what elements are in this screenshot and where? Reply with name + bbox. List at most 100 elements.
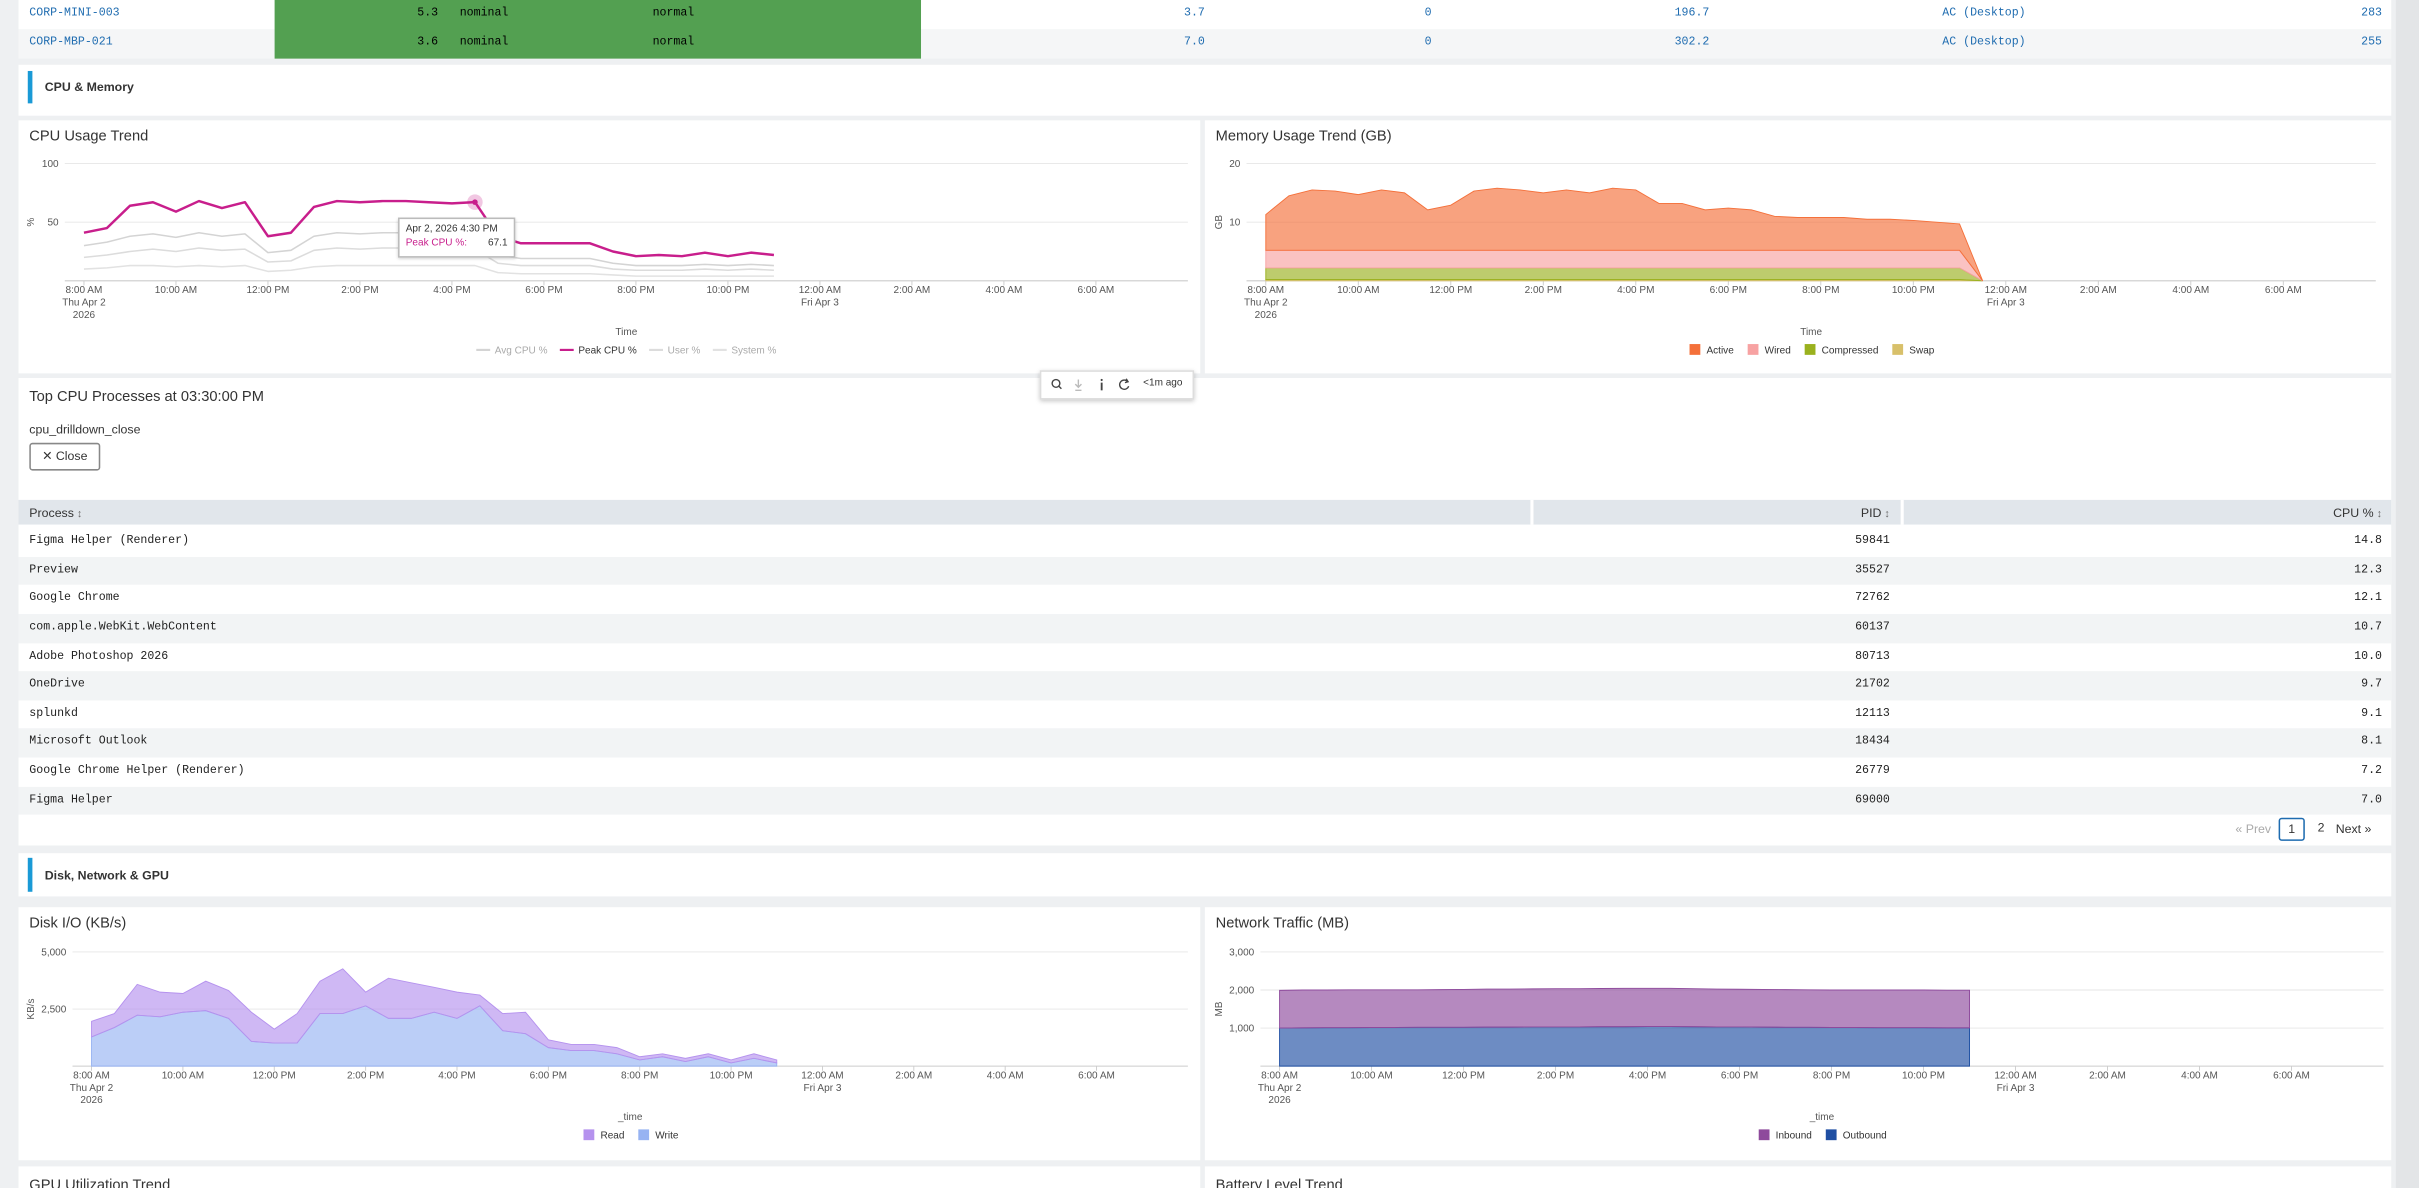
table-cell: 283 bbox=[2361, 7, 2382, 21]
x-tick-label: 6:00 PM bbox=[525, 285, 563, 297]
x-tick-label: 6:00 PM bbox=[1709, 285, 1747, 297]
x-tick-label: 4:00 AM bbox=[2172, 285, 2210, 297]
x-tick-label: 10:00 PM bbox=[709, 1070, 753, 1082]
y-axis-title: GB bbox=[1214, 215, 1225, 230]
x-tick-label: 2:00 PM bbox=[346, 1070, 385, 1082]
table-cell: nominal bbox=[459, 7, 509, 21]
row-bg bbox=[18, 613, 2392, 643]
info-icon[interactable] bbox=[1100, 378, 1103, 391]
legend-label: Swap bbox=[1909, 345, 1934, 356]
pagination-page[interactable]: 2 bbox=[2317, 820, 2325, 835]
row-bg bbox=[18, 671, 2392, 701]
x-tick-label: 12:00 AM Fri Apr 3 bbox=[801, 1070, 844, 1094]
col-sep bbox=[1530, 499, 1533, 525]
legend-label: Write bbox=[655, 1131, 679, 1142]
table-header bbox=[18, 499, 2392, 525]
table-cell: 60137 bbox=[1855, 621, 1890, 634]
x-tick-label: 10:00 PM bbox=[1902, 1070, 1945, 1082]
table-cell: 18434 bbox=[1855, 736, 1890, 749]
column-header[interactable]: PID bbox=[1861, 506, 1890, 520]
column-header[interactable]: Process bbox=[29, 506, 82, 520]
x-tick-label: 6:00 AM bbox=[2264, 285, 2302, 297]
tooltip: Apr 2, 2026 4:30 PM Peak CPU %: 67.1 bbox=[398, 217, 516, 258]
table-cell: 12113 bbox=[1855, 707, 1890, 721]
x-tick-label: 4:00 PM bbox=[438, 1070, 476, 1082]
legend-label: Active bbox=[1707, 345, 1735, 356]
table-cell: 196.7 bbox=[1674, 7, 1710, 21]
y-axis-title: KB/s bbox=[26, 998, 37, 1019]
x-tick-label: 10:00 AM bbox=[1350, 1070, 1393, 1082]
area-series bbox=[1279, 1026, 1971, 1067]
table-cell: AC (Desktop) bbox=[1942, 37, 2026, 50]
x-tick-label: 4:00 PM bbox=[1617, 285, 1655, 297]
refresh-icon[interactable] bbox=[1119, 378, 1130, 390]
table-cell: Microsoft Outlook bbox=[29, 736, 148, 749]
x-tick-label: 2:00 PM bbox=[1524, 285, 1562, 297]
row-bg bbox=[18, 556, 2392, 586]
x-tick-label: 2:00 AM bbox=[895, 1070, 933, 1082]
y-tick-label: 2,000 bbox=[1229, 985, 1254, 996]
pagination-page[interactable]: 1 bbox=[2278, 817, 2305, 841]
y-tick-label: 3,000 bbox=[1229, 947, 1254, 958]
x-tick-label: 10:00 AM bbox=[1337, 285, 1380, 297]
x-tick-label: 12:00 PM bbox=[246, 285, 290, 297]
table-cell: 10.0 bbox=[2354, 650, 2382, 663]
table-cell: 3.7 bbox=[1184, 7, 1205, 21]
x-tick-label: 4:00 AM bbox=[986, 1070, 1024, 1082]
section-bar bbox=[27, 70, 32, 104]
x-tick-label: 2:00 AM bbox=[893, 285, 931, 297]
x-tick-label: 10:00 AM bbox=[161, 1070, 205, 1082]
line-series bbox=[83, 264, 774, 277]
table-cell: 21702 bbox=[1855, 679, 1890, 692]
table-cell: 80713 bbox=[1855, 650, 1890, 663]
table-cell: 7.0 bbox=[1184, 37, 1205, 50]
x-tick-label: 4:00 AM bbox=[2181, 1070, 2218, 1082]
table-cell: 10.7 bbox=[2354, 621, 2382, 634]
column-header[interactable]: CPU % bbox=[2333, 506, 2382, 520]
x-axis-title: Time bbox=[615, 327, 637, 338]
x-tick-label: 6:00 AM bbox=[1078, 1070, 1115, 1082]
table-cell: 9.1 bbox=[2361, 707, 2382, 721]
panel-toolbar: <1m ago bbox=[1039, 370, 1195, 400]
panel-title: Memory Usage Trend (GB) bbox=[1215, 128, 1392, 146]
table-cell: 0 bbox=[1424, 37, 1432, 50]
area-series bbox=[1279, 987, 1971, 1029]
area-series bbox=[91, 968, 778, 1064]
search-icon[interactable] bbox=[1051, 378, 1062, 390]
x-tick-label: 10:00 PM bbox=[706, 285, 750, 297]
x-tick-label: 6:00 AM bbox=[1077, 285, 1115, 297]
close-button[interactable]: ✕ Close bbox=[29, 442, 101, 471]
legend-swatch bbox=[1892, 344, 1904, 355]
panel-title: GPU Utilization Trend bbox=[29, 1177, 171, 1188]
panel-title: Network Traffic (MB) bbox=[1215, 914, 1349, 932]
x-axis-title: _time bbox=[617, 1112, 643, 1123]
legend-swatch bbox=[638, 1129, 650, 1141]
tooltip-value: 67.1 bbox=[488, 237, 508, 249]
y-tick-label: 10 bbox=[1229, 218, 1241, 229]
legend-label: Read bbox=[600, 1131, 624, 1142]
x-tick-label: 8:00 AM Thu Apr 2 2026 bbox=[1244, 285, 1288, 321]
x-tick-label: 8:00 PM bbox=[1812, 1070, 1851, 1082]
legend-swatch bbox=[1758, 1129, 1770, 1141]
legend-label: Outbound bbox=[1843, 1131, 1887, 1142]
export-icon[interactable] bbox=[1074, 379, 1082, 392]
table-cell: 12.1 bbox=[2354, 592, 2382, 606]
x-tick-label: 2:00 PM bbox=[1536, 1070, 1575, 1082]
col-sep bbox=[1900, 499, 1903, 525]
table-cell: nominal bbox=[459, 37, 509, 50]
scroll-gutter bbox=[2395, 0, 2419, 1188]
y-tick-label: 50 bbox=[47, 218, 59, 229]
panel-title: Disk I/O (KB/s) bbox=[29, 914, 127, 932]
section-title: CPU & Memory bbox=[44, 80, 134, 95]
x-tick-label: 2:00 AM bbox=[2079, 285, 2117, 297]
x-tick-label: 2:00 PM bbox=[341, 285, 379, 297]
pagination-next[interactable]: Next » bbox=[2335, 822, 2372, 837]
table-cell: 7.0 bbox=[2361, 794, 2382, 807]
process-panel: Top CPU Processes at 03:30:00 PM cpu_dri… bbox=[18, 378, 2392, 846]
x-tick-label: 4:00 PM bbox=[433, 285, 471, 297]
x-tick-label: 12:00 PM bbox=[252, 1070, 296, 1082]
toolbar-icons bbox=[1051, 378, 1130, 392]
x-tick-label: 4:00 AM bbox=[985, 285, 1023, 297]
table-cell: 255 bbox=[2361, 37, 2382, 50]
row-bg bbox=[18, 728, 2392, 758]
